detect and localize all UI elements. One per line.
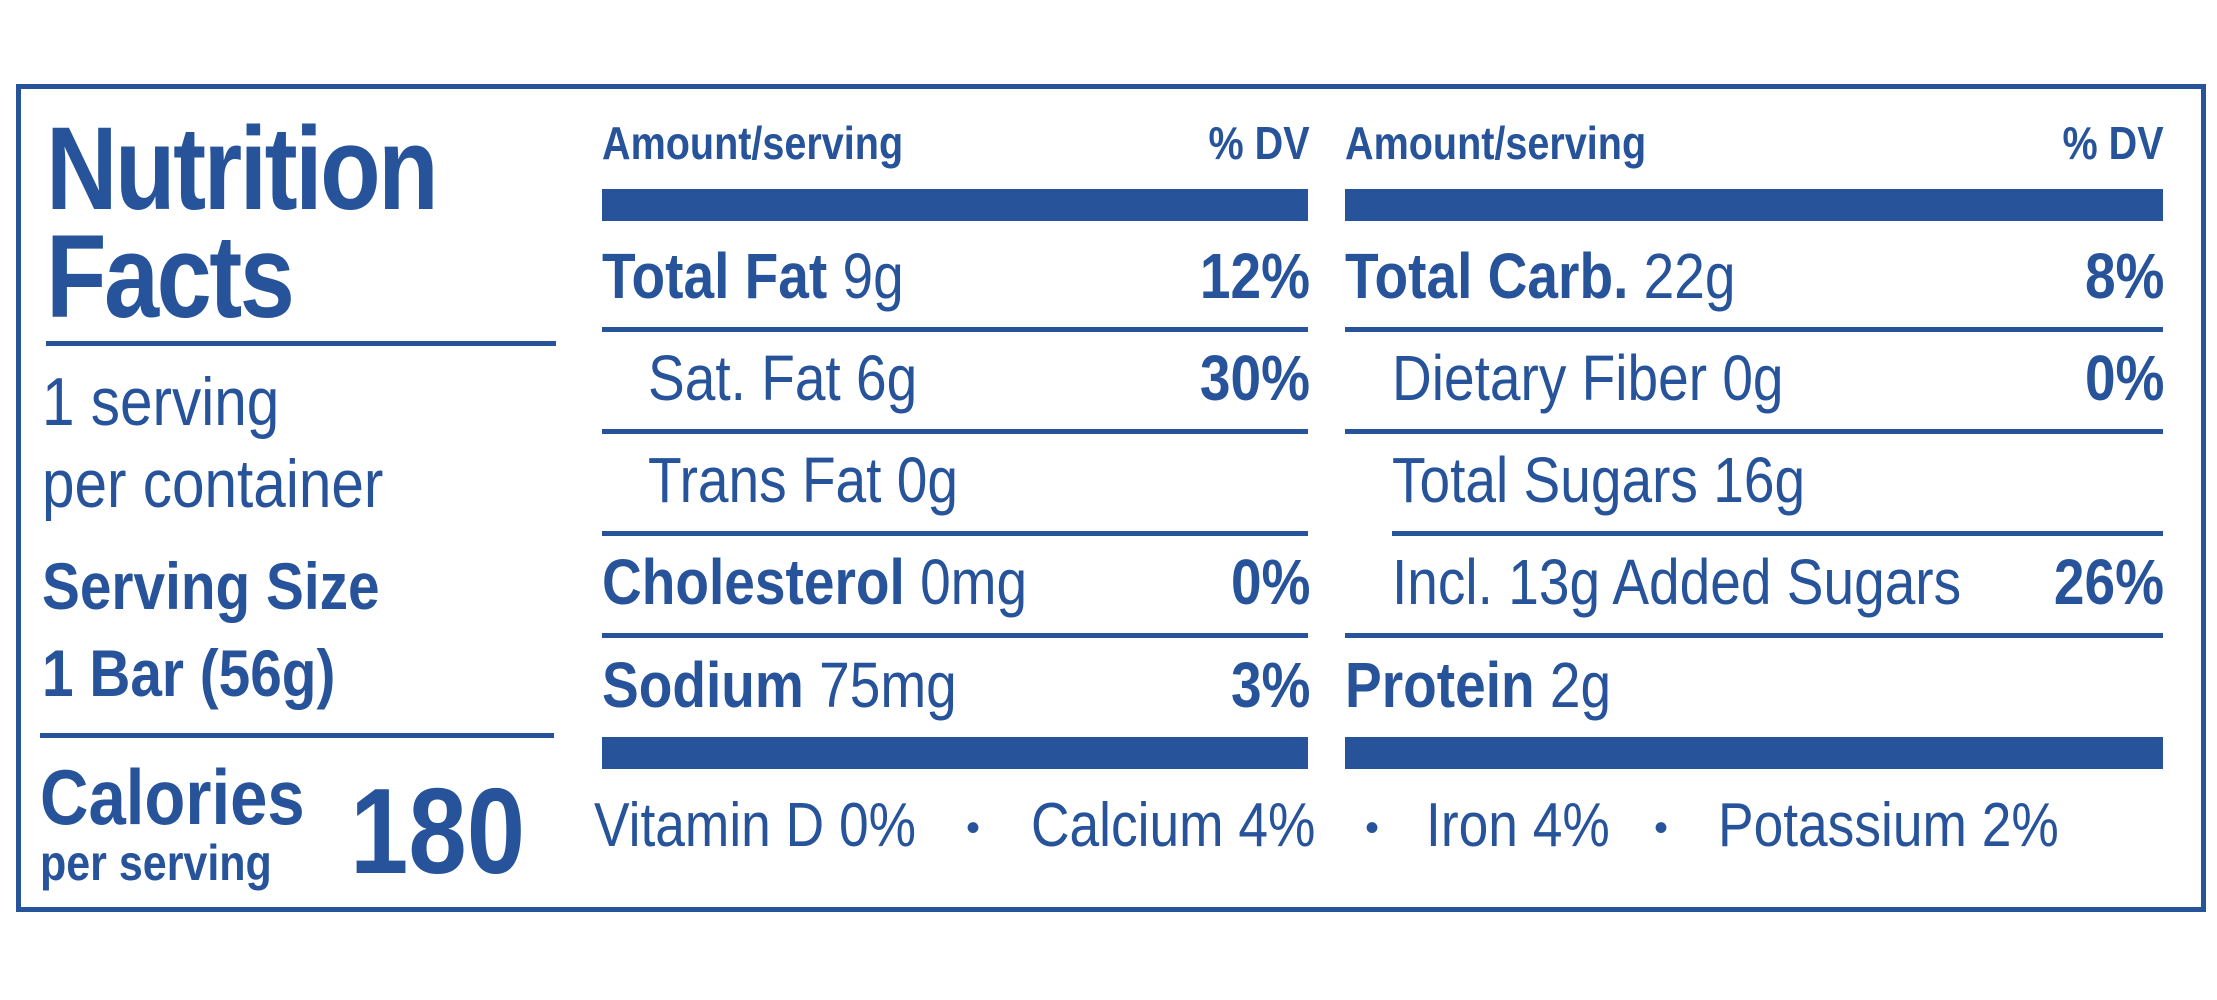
bullet-separator: • [1654,806,1669,850]
bullet-separator: • [1365,806,1380,850]
cholesterol-dv: 0% [1230,546,1310,618]
title-nutrition: Nutrition [46,103,439,235]
nutrient-name: Total Fat [602,240,828,312]
nutrient-name: Total Carb. [1345,240,1629,312]
nutrient-name: Cholesterol [602,546,905,618]
trans-fat-row: Trans Fat 0g [648,448,958,512]
right-amount-header: Amount/serving [1345,117,1647,169]
divider [602,531,1308,536]
nutrient-name: Total Sugars [1392,444,1698,516]
divider [602,327,1308,332]
bullet-separator: • [966,806,981,850]
cholesterol-row: Cholesterol 0mg [602,550,1027,614]
sodium-dv: 3% [1230,649,1310,721]
iron: Iron 4% [1426,791,1610,860]
thick-bar [1345,737,2163,769]
nutrient-amount: 2g [1549,649,1612,721]
divider [40,733,554,738]
dietary-fiber-dv: 0% [2084,342,2164,414]
nutrient-amount: 0mg [920,546,1028,618]
vitamin-d: Vitamin D 0% [594,791,917,860]
nutrient-amount: 9g [842,240,904,312]
thick-bar [1345,189,2163,221]
nutrient-amount: 0g [896,444,958,516]
nutrient-amount: 75mg [819,649,957,721]
divider [602,633,1308,638]
divider [1392,531,2163,536]
calories-per-serving: per serving [40,835,272,891]
protein-row: Protein 2g [1345,653,1611,717]
sodium-row: Sodium 75mg [602,653,957,717]
thick-bar [602,737,1308,769]
sat-fat-dv: 30% [1199,342,1310,414]
nutrient-amount: 22g [1643,240,1736,312]
nutrient-name: Dietary Fiber [1392,342,1708,414]
servings-per-container-line2: per container [42,446,384,522]
potassium: Potassium 2% [1718,791,2059,860]
left-amount-header: Amount/serving [602,117,904,169]
nutrient-amount: 0g [1722,342,1784,414]
serving-size-label: Serving Size [42,549,380,623]
divider [602,429,1308,434]
right-dv-header: % DV [2062,117,2164,169]
sat-fat-row: Sat. Fat 6g [648,346,917,410]
nutrient-amount: 16g [1713,444,1806,516]
total-fat-dv: 12% [1199,240,1310,312]
nutrient-name: Protein [1345,649,1535,721]
divider [1345,327,2163,332]
nutrient-name: Sat. Fat [648,342,841,414]
calories-value: 180 [350,763,526,899]
calories-label: Calories [40,753,305,841]
total-carb-row: Total Carb. 22g [1345,244,1735,308]
servings-per-container-line1: 1 serving [42,364,280,440]
divider [46,341,556,346]
nutrient-name: Trans Fat [648,444,882,516]
added-sugars-dv: 26% [2053,546,2164,618]
serving-size-value: 1 Bar (56g) [42,636,336,710]
divider [1345,429,2163,434]
left-dv-header: % DV [1208,117,1310,169]
nutrition-facts-label [16,84,2206,912]
calcium: Calcium 4% [1031,791,1316,860]
divider [1345,633,2163,638]
thick-bar [602,189,1308,221]
nutrient-name: Sodium [602,649,804,721]
title-facts: Facts [46,211,295,343]
total-fat-row: Total Fat 9g [602,244,904,308]
total-sugars-row: Total Sugars 16g [1392,448,1805,512]
total-carb-dv: 8% [2084,240,2164,312]
added-sugars-row: Incl. 13g Added Sugars [1392,546,1962,618]
nutrient-amount: 6g [856,342,918,414]
dietary-fiber-row: Dietary Fiber 0g [1392,346,1784,410]
